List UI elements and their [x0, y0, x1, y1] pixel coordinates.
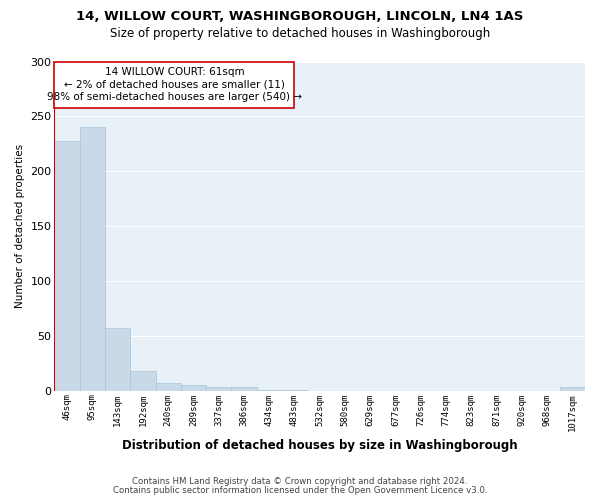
Y-axis label: Number of detached properties: Number of detached properties	[15, 144, 25, 308]
Bar	[232, 388, 257, 391]
Bar	[155, 383, 181, 391]
Bar	[55, 140, 80, 391]
X-axis label: Distribution of detached houses by size in Washingborough: Distribution of detached houses by size …	[122, 440, 518, 452]
Text: 98% of semi-detached houses are larger (540) →: 98% of semi-detached houses are larger (…	[47, 92, 302, 102]
FancyBboxPatch shape	[55, 62, 295, 108]
Text: Size of property relative to detached houses in Washingborough: Size of property relative to detached ho…	[110, 28, 490, 40]
Bar	[130, 371, 155, 391]
Bar	[105, 328, 130, 391]
Bar	[206, 388, 232, 391]
Text: Contains HM Land Registry data © Crown copyright and database right 2024.: Contains HM Land Registry data © Crown c…	[132, 477, 468, 486]
Bar	[560, 388, 585, 391]
Text: Contains public sector information licensed under the Open Government Licence v3: Contains public sector information licen…	[113, 486, 487, 495]
Bar	[80, 128, 105, 391]
Bar	[181, 386, 206, 391]
Text: 14, WILLOW COURT, WASHINGBOROUGH, LINCOLN, LN4 1AS: 14, WILLOW COURT, WASHINGBOROUGH, LINCOL…	[76, 10, 524, 23]
Bar	[257, 390, 282, 391]
Text: 14 WILLOW COURT: 61sqm: 14 WILLOW COURT: 61sqm	[104, 66, 244, 76]
Bar	[282, 390, 307, 391]
Text: ← 2% of detached houses are smaller (11): ← 2% of detached houses are smaller (11)	[64, 80, 285, 90]
